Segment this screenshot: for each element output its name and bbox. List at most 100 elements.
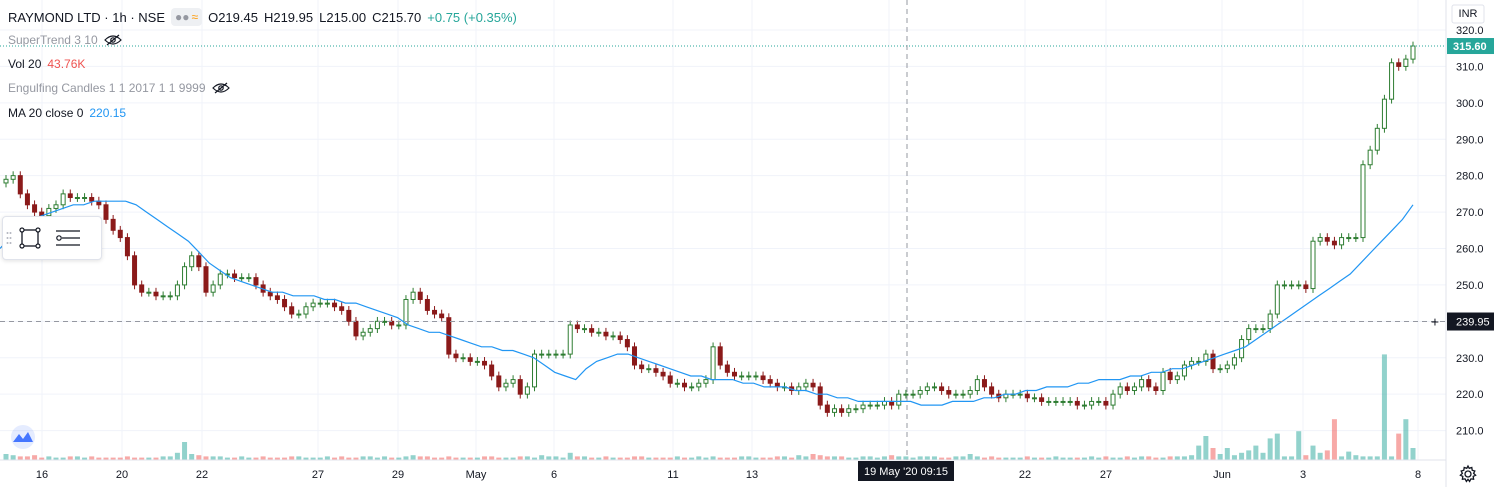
candle-body bbox=[817, 386, 823, 406]
volume-bar bbox=[332, 457, 338, 460]
time-tick-label: 20 bbox=[116, 469, 128, 481]
candle-body bbox=[639, 364, 645, 370]
volume-bar bbox=[760, 457, 766, 460]
candle-body bbox=[517, 379, 523, 395]
volume-bar bbox=[532, 457, 538, 460]
volume-bar bbox=[153, 457, 159, 460]
gear-icon[interactable] bbox=[1458, 464, 1478, 484]
candle-body bbox=[32, 204, 38, 213]
volume-bar bbox=[682, 457, 688, 460]
candle-body bbox=[703, 379, 709, 384]
volume-bar bbox=[424, 456, 430, 460]
volume-bar bbox=[482, 456, 488, 460]
volume-bar bbox=[203, 456, 209, 460]
tradingview-logo-icon[interactable] bbox=[8, 424, 38, 450]
volume-bar bbox=[217, 456, 223, 460]
candle-body bbox=[239, 277, 245, 280]
engulfing-legend[interactable]: Engulfing Candles 1 1 2017 1 1 9999 bbox=[8, 81, 230, 95]
compare-chip[interactable]: ●● ≈ bbox=[170, 8, 203, 26]
volume-bar bbox=[39, 457, 45, 460]
candle-body bbox=[981, 379, 987, 388]
volume-bar bbox=[674, 456, 680, 460]
volume-bar bbox=[1039, 457, 1045, 460]
candle-body bbox=[682, 382, 688, 388]
volume-bar bbox=[282, 457, 288, 460]
time-axis: 16 20 22 27 29 May 6 11 13 22 27 Jun 3 8 19 May '20 09… bbox=[0, 459, 1447, 487]
volume-legend[interactable]: Vol 20 43.76K bbox=[8, 57, 85, 71]
price-tick-label: 230.0 bbox=[1456, 353, 1484, 365]
volume-bar bbox=[103, 457, 109, 460]
price-tick-label: 220.0 bbox=[1456, 389, 1484, 401]
engulfing-label: Engulfing Candles 1 1 2017 1 1 9999 bbox=[8, 81, 206, 95]
volume-bar bbox=[1031, 457, 1037, 460]
volume-bar bbox=[160, 456, 166, 460]
candle-body bbox=[532, 353, 538, 388]
volume-bar bbox=[560, 457, 566, 460]
candle-body bbox=[24, 193, 30, 206]
candle-body bbox=[567, 324, 573, 355]
volume-bar bbox=[1074, 457, 1080, 460]
volume-bar bbox=[546, 456, 552, 460]
candle-body bbox=[917, 390, 923, 395]
volume-bar bbox=[1324, 450, 1330, 460]
candle-body bbox=[232, 273, 238, 279]
candle-body bbox=[1103, 400, 1109, 406]
supertrend-legend[interactable]: SuperTrend 3 10 bbox=[8, 33, 122, 47]
volume-bar bbox=[1346, 451, 1352, 460]
volume-bar bbox=[267, 457, 273, 460]
candle-body bbox=[3, 178, 9, 184]
candle-body bbox=[1353, 237, 1359, 240]
price-tick-label: 320.0 bbox=[1456, 25, 1484, 37]
volume-bar bbox=[1253, 445, 1259, 460]
candle-body bbox=[210, 284, 216, 293]
candle-body bbox=[1374, 127, 1380, 151]
volume-bar bbox=[210, 456, 216, 460]
settings-lines-icon[interactable] bbox=[53, 223, 83, 253]
supertrend-label: SuperTrend 3 10 bbox=[8, 33, 98, 47]
eye-hidden-icon[interactable] bbox=[103, 34, 122, 46]
symbol-title[interactable]: RAYMOND LTD · 1h · NSE bbox=[8, 9, 165, 25]
candle-body bbox=[417, 291, 423, 300]
candle-body bbox=[967, 390, 973, 395]
candle-body bbox=[903, 393, 909, 396]
time-tick-label: Jun bbox=[1213, 469, 1231, 481]
candle-body bbox=[67, 193, 73, 199]
volume-bar bbox=[1067, 457, 1073, 460]
rectangle-tool-icon[interactable] bbox=[15, 223, 45, 253]
volume-bar bbox=[567, 452, 573, 460]
volume-bar bbox=[82, 457, 88, 460]
candle-body bbox=[839, 408, 845, 413]
volume-bar bbox=[1160, 457, 1166, 460]
eye-hidden-icon[interactable] bbox=[211, 82, 230, 94]
volume-bar bbox=[931, 456, 937, 460]
volume-bars bbox=[3, 354, 1416, 460]
drag-handle-icon[interactable] bbox=[3, 223, 15, 253]
candle-body bbox=[1024, 393, 1030, 399]
candle-body bbox=[1260, 328, 1266, 331]
ma-legend[interactable]: MA 20 close 0 220.15 bbox=[8, 106, 126, 120]
volume-bar bbox=[339, 456, 345, 460]
candle-body bbox=[110, 218, 116, 231]
volume-bar bbox=[96, 457, 102, 460]
volume-bar bbox=[774, 456, 780, 460]
candle-body bbox=[10, 175, 16, 180]
volume-bar bbox=[46, 456, 52, 460]
volume-bar bbox=[367, 456, 373, 460]
candle-body bbox=[646, 368, 652, 371]
candle-body bbox=[810, 382, 816, 388]
volume-bar bbox=[489, 456, 495, 460]
candle-body bbox=[1139, 379, 1145, 388]
drawing-toolbox[interactable] bbox=[2, 216, 102, 260]
volume-bar bbox=[589, 457, 595, 460]
candle-body bbox=[1246, 328, 1252, 341]
candle-body bbox=[367, 328, 373, 333]
candle-body bbox=[674, 382, 680, 385]
time-tick-label: May bbox=[466, 469, 487, 481]
candle-body bbox=[1381, 98, 1387, 129]
volume-bar bbox=[739, 456, 745, 460]
candle-body bbox=[824, 404, 830, 413]
candle-body bbox=[196, 255, 202, 268]
candle-body bbox=[324, 302, 330, 305]
volume-bar bbox=[924, 456, 930, 460]
